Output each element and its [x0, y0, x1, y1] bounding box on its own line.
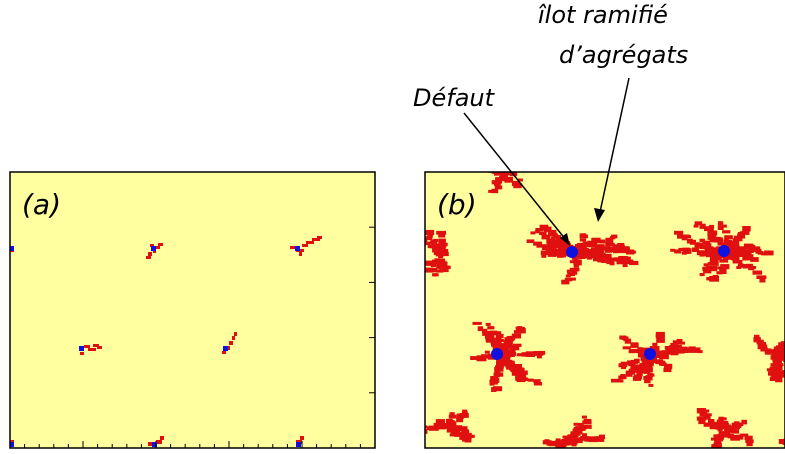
defect-marker: [10, 246, 14, 251]
panel-b-defects: [491, 245, 730, 360]
defect-arrow: [463, 112, 567, 241]
panel-a-ticks: [24, 226, 375, 448]
panel-b-background: [425, 172, 785, 448]
defect-marker: [152, 442, 157, 447]
panel-a-background: [10, 172, 375, 448]
defect-marker: [491, 348, 503, 360]
panel-a-cluster: [80, 344, 102, 355]
aggregate-island: [425, 229, 451, 277]
defect-marker: [10, 442, 14, 447]
defect-marker: [644, 348, 656, 360]
aggregate-island: [470, 321, 546, 392]
aggregate-island: [753, 334, 785, 383]
panel-b-frame: [424, 171, 785, 449]
defect-annotation-label: Défaut: [413, 84, 496, 112]
defect-marker: [296, 442, 301, 447]
panel-a-cluster: [148, 436, 164, 446]
panel-a-aggregates: [10, 236, 322, 447]
annotations: Défaut îlot ramifié d’agrégats: [413, 1, 688, 246]
panel-a: (a): [9, 171, 376, 449]
aggregate-island: [542, 415, 605, 448]
defect-marker: [223, 346, 228, 351]
island-arrowhead: [594, 208, 605, 222]
panel-a-defects: [10, 246, 301, 447]
defect-marker: [566, 246, 578, 258]
panel-a-label: (a): [22, 188, 61, 221]
defect-marker: [295, 246, 300, 251]
defect-marker: [151, 246, 156, 251]
panel-a-frame: [9, 171, 376, 449]
defect-marker: [79, 346, 84, 351]
defect-arrowhead: [560, 233, 570, 246]
defect-marker: [718, 245, 730, 257]
island-annotation-label-line2: d’agrégats: [559, 41, 688, 69]
panel-b-label: (b): [437, 188, 477, 221]
island-arrow: [599, 77, 630, 213]
aggregate-island: [425, 409, 475, 443]
island-annotation-label-line1: îlot ramifié: [538, 1, 668, 29]
aggregate-island: [611, 331, 703, 387]
aggregate-island: [696, 408, 754, 448]
panel-b: (b): [424, 171, 785, 449]
